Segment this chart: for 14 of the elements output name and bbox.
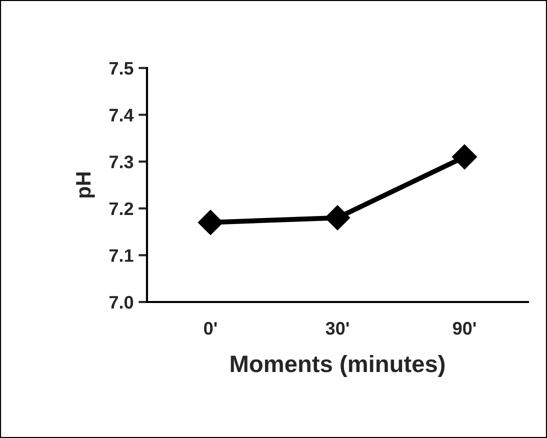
y-tick-label: 7.1 (109, 249, 134, 262)
x-tick-label: 0' (204, 322, 217, 335)
y-tick-label: 7.4 (109, 108, 134, 122)
x-tick-label: 90' (452, 322, 476, 335)
y-tick-label: 7.2 (109, 202, 134, 215)
y-tick-label: 7.5 (109, 62, 134, 75)
point (325, 205, 350, 230)
x-tick-label: 30' (326, 322, 349, 335)
y-axis-title: pH (76, 172, 95, 198)
y-tick-label: 7.0 (109, 296, 134, 309)
x-axis-title: Moments (minutes) (230, 354, 445, 377)
point (452, 144, 477, 170)
y-tick-label: 7.3 (109, 156, 134, 168)
point (198, 210, 223, 235)
